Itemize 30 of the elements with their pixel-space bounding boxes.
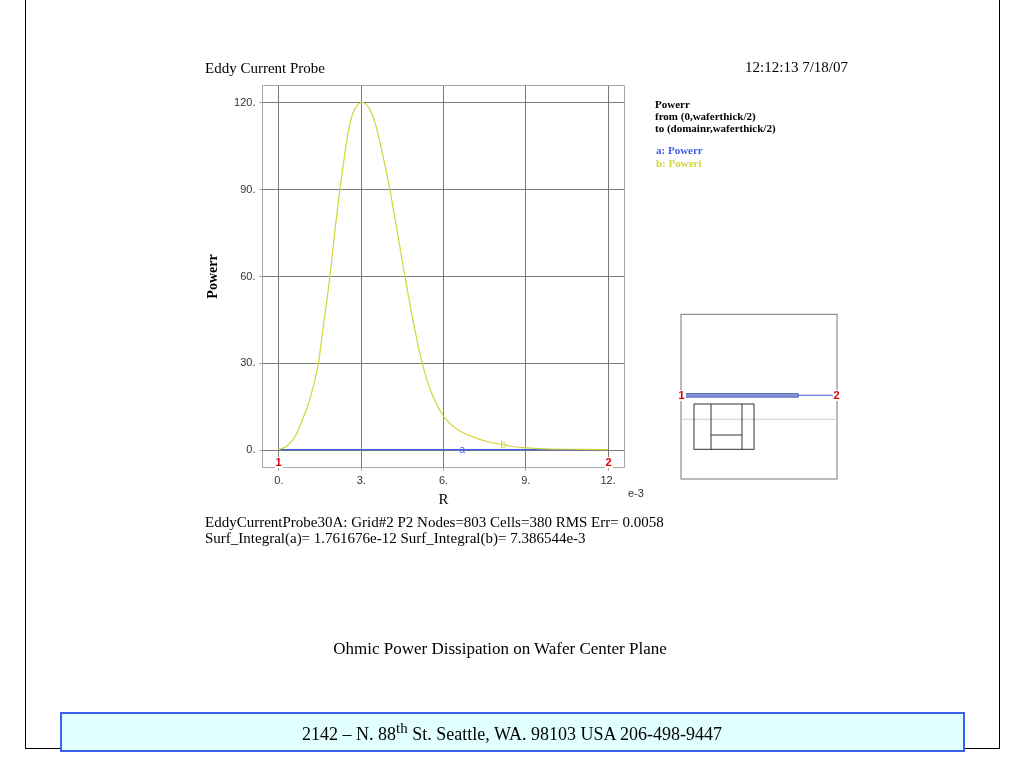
- x-tick-label: 0.: [274, 473, 284, 486]
- text: 12:12:13 7/18/07: [745, 59, 848, 76]
- y-tick-label: 60.: [240, 269, 256, 282]
- x-tick-label: 12.: [600, 473, 616, 486]
- annotation: 2: [604, 456, 613, 468]
- text: Ohmic Power Dissipation on Wafer Center Plane: [333, 639, 667, 659]
- line-series: [277, 101, 609, 451]
- x-tick-label: 9.: [521, 473, 531, 486]
- y-tick-label: 90.: [240, 182, 256, 195]
- annotation: 1: [274, 456, 283, 468]
- x-tick-label: 3.: [356, 473, 366, 486]
- text: Powerr: [655, 98, 690, 111]
- text: 2: [832, 389, 841, 401]
- text: e-3: [628, 487, 644, 500]
- y-tick-label: 30.: [240, 356, 256, 369]
- chart-title: Eddy Current Probe: [205, 60, 326, 76]
- text: EddyCurrentProbe30A: Grid#2 P2 Nodes=803 Cells=380 RMS Err= 0.0058: [205, 514, 664, 531]
- text: 1: [677, 389, 686, 401]
- text: Surf_Integral(a)= 1.761676e-12 Surf_Integral(b)= 7.386544e-3: [205, 530, 586, 547]
- x-axis-title: R: [438, 490, 449, 507]
- annotation: b: [500, 438, 507, 450]
- text: b: Poweri: [656, 156, 702, 169]
- text: to (domainr,waferthick/2): [655, 122, 776, 135]
- text: 2142 – N. 88$^{th}$ St. Seattle, WA. 98103 USA 206-498-9447: [302, 720, 722, 745]
- text: a: Powerr: [656, 143, 703, 156]
- y-tick-label: 120.: [234, 95, 256, 108]
- y-tick-label: 0.: [246, 443, 256, 456]
- x-tick-label: 6.: [438, 473, 449, 486]
- y-axis-title: Powerr: [205, 254, 221, 299]
- text: from (0,waferthick/2): [655, 110, 756, 123]
